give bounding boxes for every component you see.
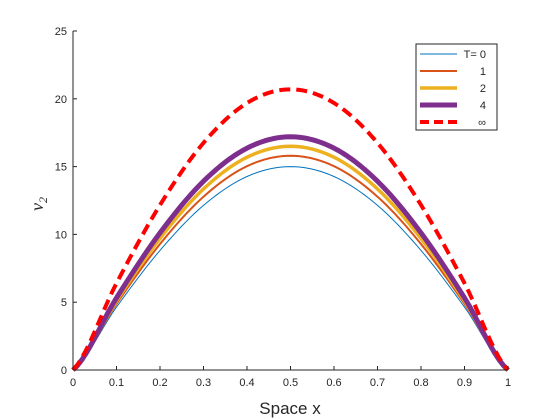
x-tick-label: 0 (70, 377, 76, 389)
series-line-0 (72, 166, 509, 371)
series-line-2 (71, 144, 510, 372)
legend-label-1: 1 (480, 66, 486, 78)
x-tick-label: 0.6 (326, 377, 341, 389)
series-line-4 (71, 87, 510, 372)
y-tick-label: 25 (55, 26, 67, 38)
x-tick-label: 0.3 (196, 377, 211, 389)
x-tick-label: 0.8 (413, 377, 428, 389)
x-tick-label: 1 (505, 377, 511, 389)
y-axis-label-subscript: 2 (36, 197, 50, 203)
x-tick-label: 0.1 (109, 377, 124, 389)
legend-label-4: ∞ (478, 117, 486, 129)
series-layer (71, 87, 510, 372)
x-tick-label: 0.4 (239, 377, 254, 389)
series-line-1 (72, 154, 509, 371)
legend-label-2: 2 (480, 83, 486, 95)
x-tick-label: 0.2 (152, 377, 167, 389)
y-axis-label: v2 (27, 197, 50, 211)
y-axis-label-main: v (27, 203, 47, 211)
x-tick-label: 0.7 (370, 377, 385, 389)
legend: T= 0 1 2 4 ∞ (415, 43, 498, 131)
y-tick-label: 15 (55, 162, 67, 174)
y-tick-label: 20 (55, 94, 67, 106)
y-tick-label: 5 (61, 297, 67, 309)
x-axis-label: Space x (259, 399, 321, 418)
legend-label-3: 4 (480, 100, 486, 112)
series-line-3 (71, 134, 510, 372)
x-tick-label: 0.5 (283, 377, 298, 389)
legend-label-0: T= 0 (464, 49, 486, 61)
x-tick-label: 0.9 (457, 377, 472, 389)
y-tick-label: 0 (61, 365, 67, 377)
y-tick-label: 10 (55, 229, 67, 241)
